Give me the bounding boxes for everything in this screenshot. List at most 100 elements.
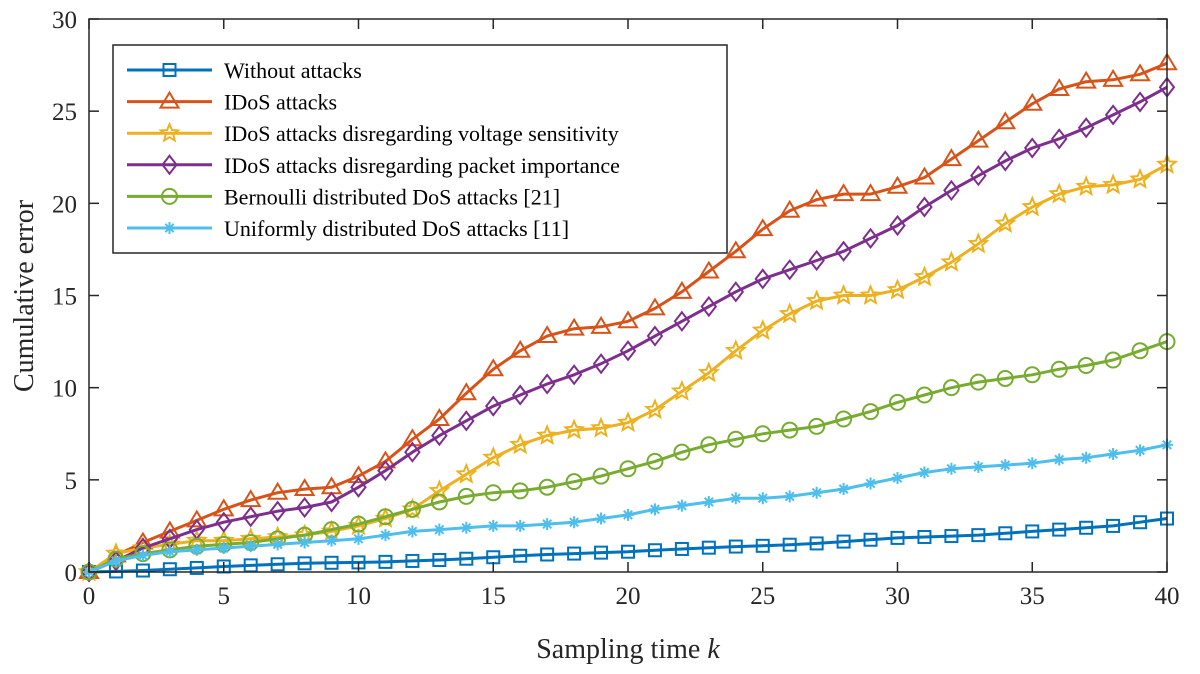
data-point <box>891 471 904 484</box>
data-point <box>1050 128 1068 150</box>
data-point <box>729 492 742 505</box>
data-point <box>190 543 203 556</box>
data-point <box>970 165 987 187</box>
data-point <box>594 545 609 560</box>
data-point <box>918 466 931 479</box>
data-point <box>374 450 397 469</box>
data-point <box>1075 70 1097 89</box>
data-point <box>592 467 610 485</box>
data-point <box>756 492 769 505</box>
data-point <box>541 518 554 531</box>
data-point <box>805 188 828 207</box>
data-point <box>269 500 286 522</box>
data-point <box>972 460 985 473</box>
legend-item: Uniformly distributed DoS attacks [11] <box>127 216 569 241</box>
data-point <box>323 491 340 513</box>
data-point <box>1077 357 1095 375</box>
data-point <box>1131 91 1149 113</box>
data-point <box>568 516 581 529</box>
data-point <box>514 519 527 532</box>
data-point <box>513 548 528 563</box>
data-point <box>836 534 851 549</box>
data-point <box>1104 351 1122 369</box>
data-point <box>186 509 208 528</box>
data-point <box>835 410 853 428</box>
data-point <box>835 240 852 262</box>
data-point <box>212 498 235 517</box>
data-point <box>700 295 718 318</box>
data-point <box>998 526 1013 541</box>
data-point <box>945 462 958 475</box>
data-point <box>347 465 370 484</box>
data-point <box>617 310 639 329</box>
data-point <box>352 532 365 545</box>
x-tick-label: 20 <box>616 583 641 610</box>
data-point <box>562 418 586 440</box>
data-point <box>595 512 608 525</box>
data-point <box>673 310 691 332</box>
legend-item: IDoS attacks disregarding packet importa… <box>127 153 620 178</box>
data-point <box>1075 175 1098 197</box>
data-point <box>1025 524 1040 539</box>
data-point <box>565 364 583 386</box>
data-point <box>942 379 960 397</box>
data-point <box>163 545 176 558</box>
data-point <box>832 283 855 305</box>
data-point <box>406 525 419 538</box>
data-point <box>590 315 612 334</box>
x-axis-label-text: Sampling time <box>536 634 700 665</box>
data-point <box>540 547 555 562</box>
series-line <box>88 85 1168 574</box>
data-point <box>430 493 448 511</box>
y-tick-label: 20 <box>52 191 77 218</box>
data-point <box>646 325 664 347</box>
data-point <box>1129 167 1152 189</box>
data-point <box>1048 182 1071 204</box>
data-point <box>590 416 613 438</box>
data-point <box>994 111 1017 130</box>
data-point <box>674 541 689 556</box>
data-point <box>482 358 505 377</box>
data-point <box>1104 104 1122 126</box>
data-point <box>673 443 691 461</box>
data-point <box>778 302 801 324</box>
x-tick-label: 5 <box>218 583 231 610</box>
data-point <box>889 214 906 237</box>
y-tick-label: 5 <box>65 468 78 495</box>
data-point <box>1053 453 1066 466</box>
legend-marker <box>161 154 178 176</box>
data-point <box>459 551 474 566</box>
data-point <box>1026 457 1039 470</box>
data-point <box>1102 68 1124 87</box>
data-point <box>350 515 367 533</box>
data-point <box>431 424 448 447</box>
data-point <box>376 508 394 526</box>
data-point <box>967 232 990 254</box>
data-point <box>1133 515 1148 530</box>
data-point <box>644 297 666 316</box>
data-point <box>646 452 664 470</box>
legend-box <box>112 44 728 254</box>
data-point <box>724 339 747 361</box>
data-point <box>864 477 877 490</box>
data-point <box>805 289 828 311</box>
data-point <box>401 428 424 447</box>
data-point <box>563 317 585 336</box>
data-point <box>1107 448 1120 461</box>
data-point <box>484 484 502 502</box>
y-tick-label: 25 <box>52 99 77 126</box>
data-point <box>915 386 933 404</box>
legend-marker <box>161 187 178 205</box>
series-line <box>88 61 1168 574</box>
data-point <box>725 240 747 259</box>
data-point <box>109 554 122 567</box>
data-point <box>700 436 718 454</box>
data-point <box>244 540 257 553</box>
data-point <box>783 490 796 503</box>
data-point <box>1129 63 1151 82</box>
data-point <box>971 528 986 543</box>
data-point <box>324 555 339 570</box>
data-point <box>967 129 990 148</box>
data-point <box>616 411 640 433</box>
